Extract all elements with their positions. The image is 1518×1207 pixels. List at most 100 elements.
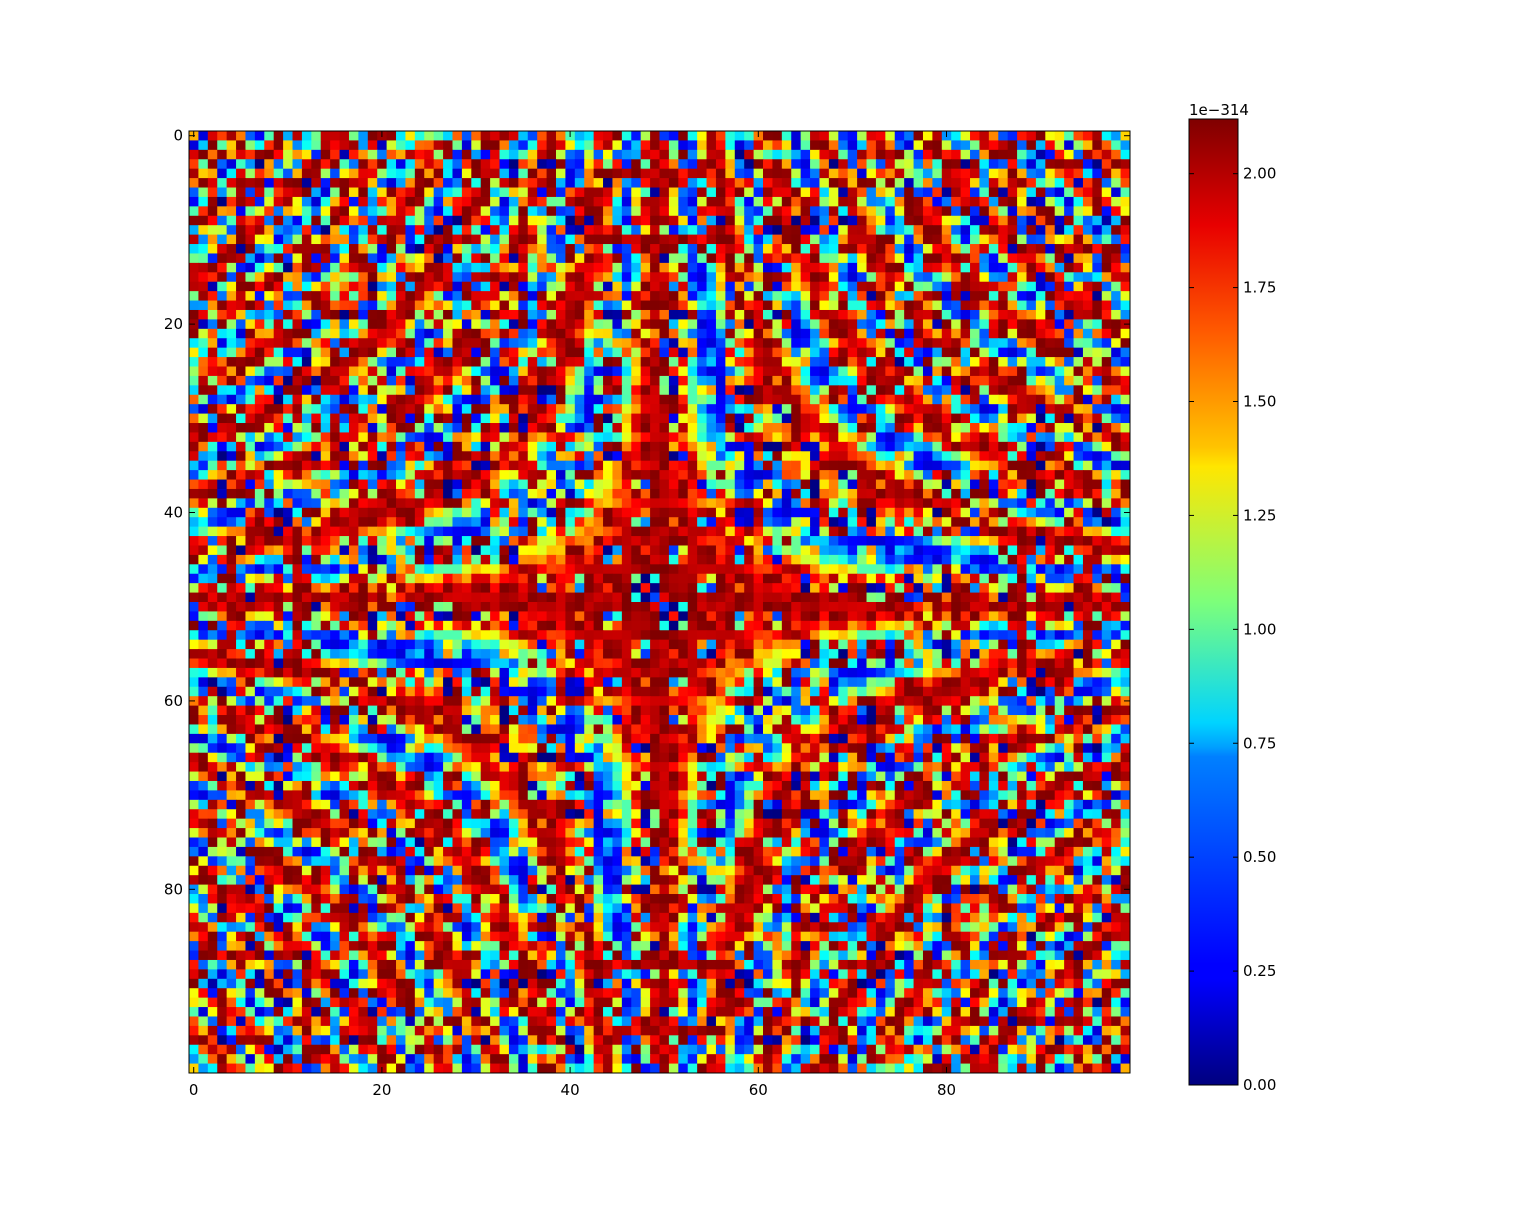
heatmap-cell: [283, 573, 294, 584]
heatmap-cell: [443, 564, 454, 575]
heatmap-cell: [913, 187, 924, 198]
heatmap-cell: [574, 244, 585, 255]
heatmap-cell: [386, 338, 397, 349]
heatmap-cell: [565, 526, 576, 537]
heatmap-cell: [885, 253, 896, 264]
heatmap-cell: [320, 244, 331, 255]
heatmap-cell: [546, 215, 557, 226]
heatmap-cell: [283, 404, 294, 415]
heatmap-cell: [283, 479, 294, 490]
heatmap-cell: [922, 319, 933, 330]
heatmap-cell: [800, 394, 811, 405]
heatmap-cell: [1007, 272, 1018, 283]
heatmap-cell: [283, 300, 294, 311]
heatmap-cell: [866, 592, 877, 603]
heatmap-cell: [1101, 498, 1112, 509]
heatmap-cell: [753, 178, 764, 189]
heatmap-cell: [490, 357, 501, 368]
heatmap-cell: [226, 507, 237, 518]
heatmap-cell: [593, 234, 604, 245]
heatmap-cell: [330, 309, 341, 320]
heatmap-cell: [330, 291, 341, 302]
heatmap-cell: [283, 564, 294, 575]
heatmap-cell: [1101, 244, 1112, 255]
heatmap-cell: [490, 338, 501, 349]
heatmap-cell: [348, 460, 359, 471]
heatmap-cell: [320, 375, 331, 386]
heatmap-cell: [932, 234, 943, 245]
heatmap-cell: [621, 479, 632, 490]
heatmap-cell: [414, 526, 425, 537]
heatmap-cell: [678, 253, 689, 264]
heatmap-cell: [311, 328, 322, 339]
heatmap-cell: [800, 168, 811, 179]
heatmap-cell: [311, 573, 322, 584]
heatmap-cell: [640, 460, 651, 471]
heatmap-cell: [640, 404, 651, 415]
heatmap-cell: [687, 498, 698, 509]
heatmap-cell: [1120, 347, 1130, 358]
heatmap-cell: [734, 328, 745, 339]
heatmap-cell: [1101, 357, 1112, 368]
heatmap-cell: [264, 300, 275, 311]
heatmap-cell: [367, 140, 378, 151]
heatmap-cell: [772, 253, 783, 264]
heatmap-cell: [1064, 168, 1075, 179]
heatmap-cell: [443, 507, 454, 518]
heatmap-cell: [1101, 234, 1112, 245]
heatmap-cell: [480, 413, 491, 424]
heatmap-cell: [254, 470, 265, 481]
heatmap-cell: [1092, 413, 1103, 424]
heatmap-cell: [979, 460, 990, 471]
heatmap-cell: [574, 206, 585, 217]
heatmap-cell: [650, 281, 661, 292]
heatmap-cell: [461, 564, 472, 575]
heatmap-cell: [922, 451, 933, 462]
heatmap-cell: [612, 168, 623, 179]
heatmap-cell: [508, 291, 519, 302]
heatmap-cell: [330, 225, 341, 236]
heatmap-cell: [207, 441, 218, 452]
heatmap-cell: [254, 423, 265, 434]
heatmap-cell: [527, 291, 538, 302]
heatmap-cell: [320, 488, 331, 499]
heatmap-cell: [678, 262, 689, 273]
heatmap-cell: [245, 131, 256, 142]
heatmap-cell: [631, 583, 642, 594]
heatmap-cell: [226, 338, 237, 349]
heatmap-cell: [396, 451, 407, 462]
heatmap-cell: [1111, 262, 1122, 273]
heatmap-cell: [697, 196, 708, 207]
heatmap-cell: [781, 573, 792, 584]
heatmap-cell: [537, 507, 548, 518]
heatmap-cell: [725, 507, 736, 518]
heatmap-cell: [847, 545, 858, 556]
heatmap-cell: [358, 178, 369, 189]
heatmap-cell: [226, 281, 237, 292]
heatmap-cell: [970, 300, 981, 311]
heatmap-cell: [1035, 488, 1046, 499]
heatmap-cell: [527, 375, 538, 386]
heatmap-cell: [734, 319, 745, 330]
heatmap-cell: [584, 225, 595, 236]
heatmap-cell: [207, 423, 218, 434]
heatmap-cell: [574, 536, 585, 547]
heatmap-cell: [245, 309, 256, 320]
heatmap-cell: [668, 404, 679, 415]
heatmap-cell: [480, 470, 491, 481]
heatmap-cell: [621, 319, 632, 330]
heatmap-cell: [189, 140, 200, 151]
heatmap-cell: [1120, 366, 1130, 377]
heatmap-cell: [1035, 470, 1046, 481]
heatmap-cell: [810, 272, 821, 283]
heatmap-cell: [198, 573, 209, 584]
heatmap-cell: [1045, 272, 1056, 283]
heatmap-cell: [810, 404, 821, 415]
heatmap-cell: [1035, 507, 1046, 518]
heatmap-cell: [1082, 281, 1093, 292]
heatmap-cell: [198, 149, 209, 160]
heatmap-cell: [452, 404, 463, 415]
heatmap-cell: [932, 206, 943, 217]
heatmap-cell: [706, 366, 717, 377]
heatmap-cell: [988, 140, 999, 151]
